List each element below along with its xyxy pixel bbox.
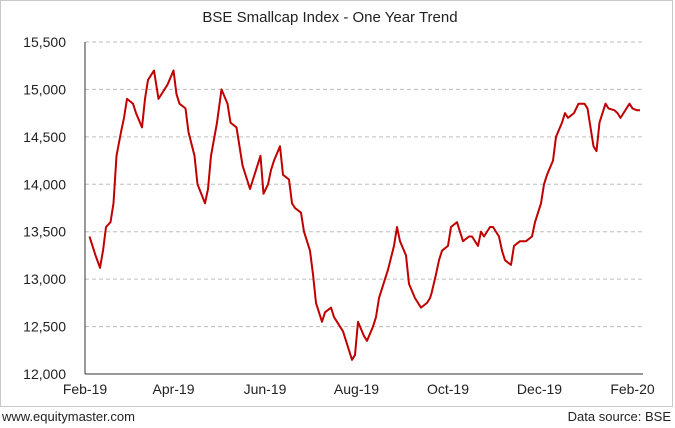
chart-frame bbox=[0, 0, 673, 407]
x-tick-label: Aug-19 bbox=[334, 381, 379, 397]
x-axis-ticks: Feb-19 Apr-19 Jun-19 Aug-19 Oct-19 Dec-19 Feb-… bbox=[63, 381, 655, 397]
series-layer bbox=[88, 69, 640, 361]
y-tick-label: 15,500 bbox=[23, 34, 66, 50]
line-chart: BSE Smallcap Index - One Year Trend 12,0… bbox=[23, 9, 655, 397]
y-tick-label: 12,500 bbox=[23, 319, 66, 335]
x-tick-label: Feb-20 bbox=[610, 381, 655, 397]
y-tick-label: 15,000 bbox=[23, 81, 66, 97]
y-tick-label: 14,500 bbox=[23, 129, 66, 145]
chart-title: BSE Smallcap Index - One Year Trend bbox=[202, 9, 457, 26]
y-axis-ticks: 12,000 12,500 13,000 13,500 14,000 14,500 15,0… bbox=[23, 34, 66, 382]
series-line bbox=[88, 69, 640, 361]
x-tick-label: Dec-19 bbox=[517, 381, 562, 397]
x-tick-label: Oct-19 bbox=[427, 381, 469, 397]
y-tick-label: 13,500 bbox=[23, 224, 66, 240]
y-tick-label: 12,000 bbox=[23, 366, 66, 382]
y-tick-label: 13,000 bbox=[23, 271, 66, 287]
axes bbox=[84, 42, 643, 375]
x-tick-label: Jun-19 bbox=[244, 381, 287, 397]
x-tick-label: Apr-19 bbox=[152, 381, 194, 397]
gridlines bbox=[85, 41, 643, 328]
footer-website: www.equitymaster.com bbox=[2, 409, 135, 424]
footer-data-source: Data source: BSE bbox=[567, 409, 671, 424]
x-tick-label: Feb-19 bbox=[63, 381, 108, 397]
y-tick-label: 14,000 bbox=[23, 176, 66, 192]
